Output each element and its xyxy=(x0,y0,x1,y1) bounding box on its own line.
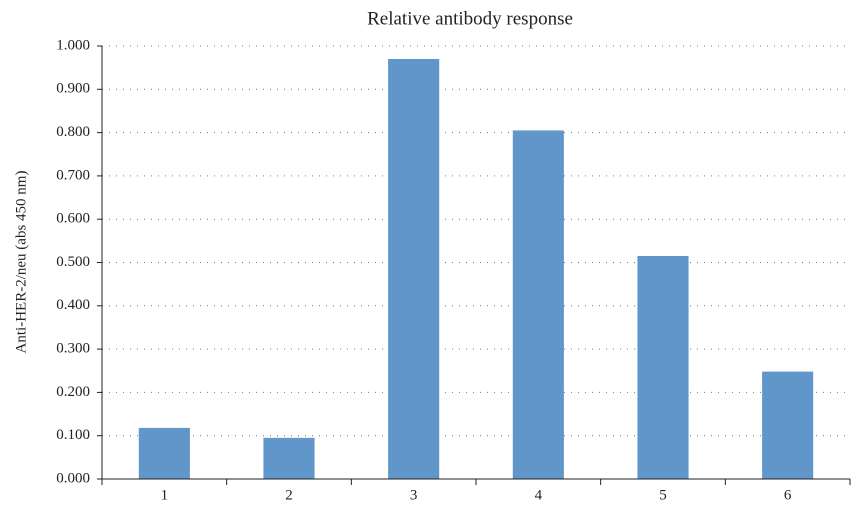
x-tick-label: 2 xyxy=(285,487,293,503)
x-tick-label: 4 xyxy=(535,487,543,503)
y-tick-label: 0.000 xyxy=(56,470,90,486)
x-tick-label: 3 xyxy=(410,487,418,503)
bar xyxy=(263,437,315,479)
chart-title: Relative antibody response xyxy=(367,8,573,29)
x-tick-label: 5 xyxy=(659,487,667,503)
y-tick-label: 0.200 xyxy=(56,384,90,400)
y-tick-label: 0.600 xyxy=(56,211,90,227)
y-tick-label: 0.900 xyxy=(56,81,90,97)
y-tick-label: 0.400 xyxy=(56,297,90,313)
y-tick-label: 0.100 xyxy=(56,427,90,443)
y-tick-label: 1.000 xyxy=(56,37,90,53)
y-axis-label: Anti-HER-2/neu (abs 450 nm) xyxy=(13,171,29,354)
y-tick-label: 0.300 xyxy=(56,341,90,357)
y-tick-label: 0.500 xyxy=(56,254,90,270)
bar xyxy=(637,256,689,479)
y-tick-label: 0.800 xyxy=(56,124,90,140)
bar xyxy=(138,427,190,479)
bar xyxy=(762,371,814,479)
bar xyxy=(512,130,564,479)
x-tick-label: 6 xyxy=(784,487,792,503)
bar xyxy=(388,58,440,480)
x-tick-label: 1 xyxy=(161,487,169,503)
y-tick-label: 0.700 xyxy=(56,167,90,183)
